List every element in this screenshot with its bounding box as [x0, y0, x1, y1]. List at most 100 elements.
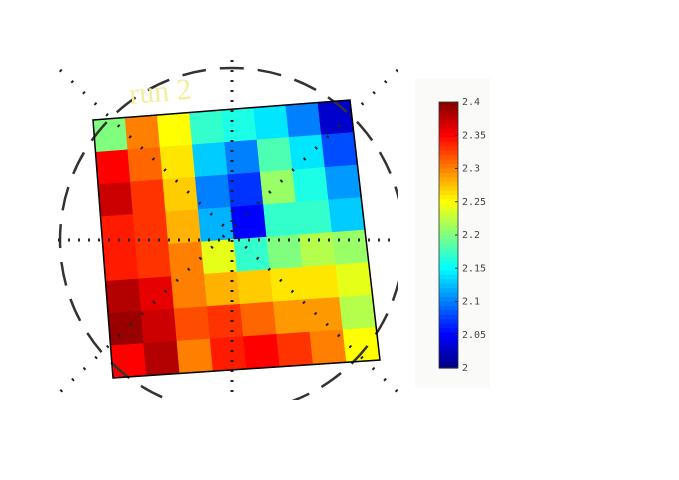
contour-cell	[95, 149, 131, 185]
contour-cell	[230, 204, 268, 240]
colorbar-step	[439, 124, 458, 130]
contour-cell	[162, 176, 199, 213]
colorbar-step	[439, 239, 458, 245]
colorbar-step	[439, 270, 458, 276]
contour-cell	[299, 232, 337, 268]
contour-cell	[276, 331, 314, 368]
contour-cell	[266, 234, 304, 270]
colorbar-step	[439, 159, 458, 165]
colorbar-step	[439, 133, 458, 139]
colorbar-step	[439, 243, 458, 249]
contour-cell	[138, 276, 175, 312]
colorbar-step	[439, 119, 458, 125]
colorbar-step	[439, 221, 458, 227]
colorbar-step	[439, 310, 458, 316]
contour-cell	[321, 132, 358, 168]
plot-border	[92, 99, 381, 379]
contour-cell	[309, 329, 347, 365]
contour-cell	[165, 209, 202, 245]
colorbar-step	[439, 208, 458, 214]
contour-cell	[143, 340, 181, 377]
colorbar-step	[439, 181, 458, 187]
contour-cell	[328, 197, 366, 233]
contour-cell	[221, 107, 258, 143]
contour-cell	[236, 269, 274, 305]
contour-cell	[197, 206, 235, 243]
contour-cell	[253, 104, 290, 141]
contour-cell	[140, 308, 178, 344]
colorbar-tick-label: 2.3	[462, 164, 480, 175]
colorbar-tick-label: 2.15	[462, 263, 486, 274]
contour-cell	[272, 299, 311, 335]
contour-cell	[100, 214, 137, 250]
contour-cell	[206, 303, 244, 340]
colorbar-step	[439, 261, 458, 267]
colorbar-step	[439, 164, 458, 170]
colorbar-step	[439, 354, 458, 360]
colorbar-tick-label: 2.25	[462, 197, 486, 208]
colorbar-step	[439, 252, 458, 258]
colorbar-step	[439, 212, 458, 218]
colorbar-step	[439, 363, 458, 369]
colorbar-step	[439, 203, 458, 209]
colorbar-tick-label: 2.35	[462, 130, 486, 141]
colorbar-step	[439, 248, 458, 254]
colorbar-step	[439, 137, 458, 143]
contour-cell	[102, 246, 139, 282]
contour-cell	[176, 338, 214, 374]
colorbar-step	[439, 288, 458, 294]
colorbar-step	[439, 106, 458, 112]
contour-cell	[189, 109, 225, 146]
colorbar-tick-label: 2.2	[462, 230, 480, 241]
colorbar-step	[439, 195, 458, 201]
colorbar-step	[439, 319, 458, 325]
contour-cell	[331, 229, 370, 266]
contour-cell	[295, 199, 333, 236]
colorbar-step	[439, 172, 458, 178]
contour-cell	[209, 336, 247, 372]
contour-cell	[239, 301, 277, 337]
colorbar-step	[439, 199, 458, 205]
colorbar-step	[439, 230, 458, 236]
contour-cell	[173, 306, 211, 342]
contour-cell	[306, 296, 344, 333]
contour-cell	[233, 236, 271, 273]
contour-cell	[130, 179, 167, 215]
colorbar-tick-label: 2.1	[462, 297, 480, 308]
contour-cell	[339, 294, 377, 331]
contour-cell	[110, 343, 147, 379]
contour-cell	[168, 241, 205, 277]
contour-cell	[192, 142, 229, 178]
colorbar-step	[439, 345, 458, 351]
contour-cell	[317, 99, 355, 136]
colorbar-tick-label: 2	[462, 363, 468, 374]
colorbar-step	[439, 150, 458, 156]
colorbar-tick-label: 2.4	[462, 97, 480, 108]
contour-field	[92, 99, 381, 379]
contour-cell	[302, 264, 340, 300]
contour-cell	[288, 134, 326, 171]
colorbar-step	[439, 297, 458, 303]
chart-title: run 2	[128, 73, 193, 111]
contour-cell	[324, 164, 362, 201]
colorbar-step	[439, 323, 458, 329]
colorbar-step	[439, 141, 458, 147]
contour-cell	[224, 139, 261, 176]
contour-cell	[269, 266, 307, 303]
overlay	[58, 60, 398, 400]
colorbar-step	[439, 301, 458, 307]
colorbar-step	[439, 341, 458, 347]
colorbar-step	[439, 283, 458, 289]
colorbar-step	[439, 305, 458, 311]
contour-cell	[243, 334, 281, 370]
colorbar-step	[439, 217, 458, 223]
colorbar-step	[439, 292, 458, 298]
colorbar: 2 2.05 2.1 2.15 2.2 2.25 2.3 2.35 2.4	[438, 97, 486, 374]
contour-cell	[156, 112, 193, 148]
contour-cell	[97, 181, 134, 218]
contour-cell	[107, 310, 145, 347]
colorbar-step	[439, 332, 458, 338]
contour-cell	[259, 169, 297, 206]
contour-cell	[159, 144, 196, 180]
